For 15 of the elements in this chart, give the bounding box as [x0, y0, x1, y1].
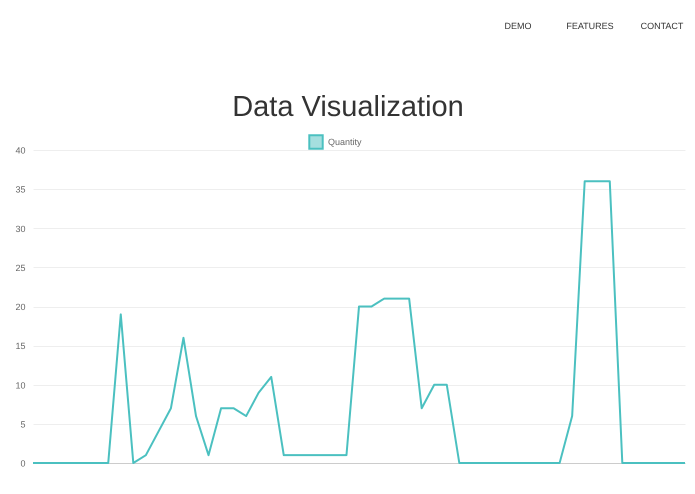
y-tick-label: 15: [15, 341, 26, 352]
text: DEMO: [504, 21, 532, 31]
y-tick-label: 35: [15, 184, 26, 195]
y-tick-label: 20: [15, 302, 26, 312]
y-tick-label: 25: [15, 262, 26, 273]
chart-title: Data Visualization: [232, 91, 464, 123]
y-tick-label: 40: [15, 146, 26, 156]
text: FEATURES: [566, 21, 614, 31]
text: CONTACT: [640, 21, 684, 31]
line-series: [32, 180, 686, 464]
legend-label: Quantity: [328, 137, 362, 147]
y-tick-label: 0: [20, 458, 26, 468]
y-tick-label: 10: [15, 380, 26, 390]
y-tick-label: 5: [20, 419, 26, 430]
y-tick-label: 30: [15, 224, 26, 234]
